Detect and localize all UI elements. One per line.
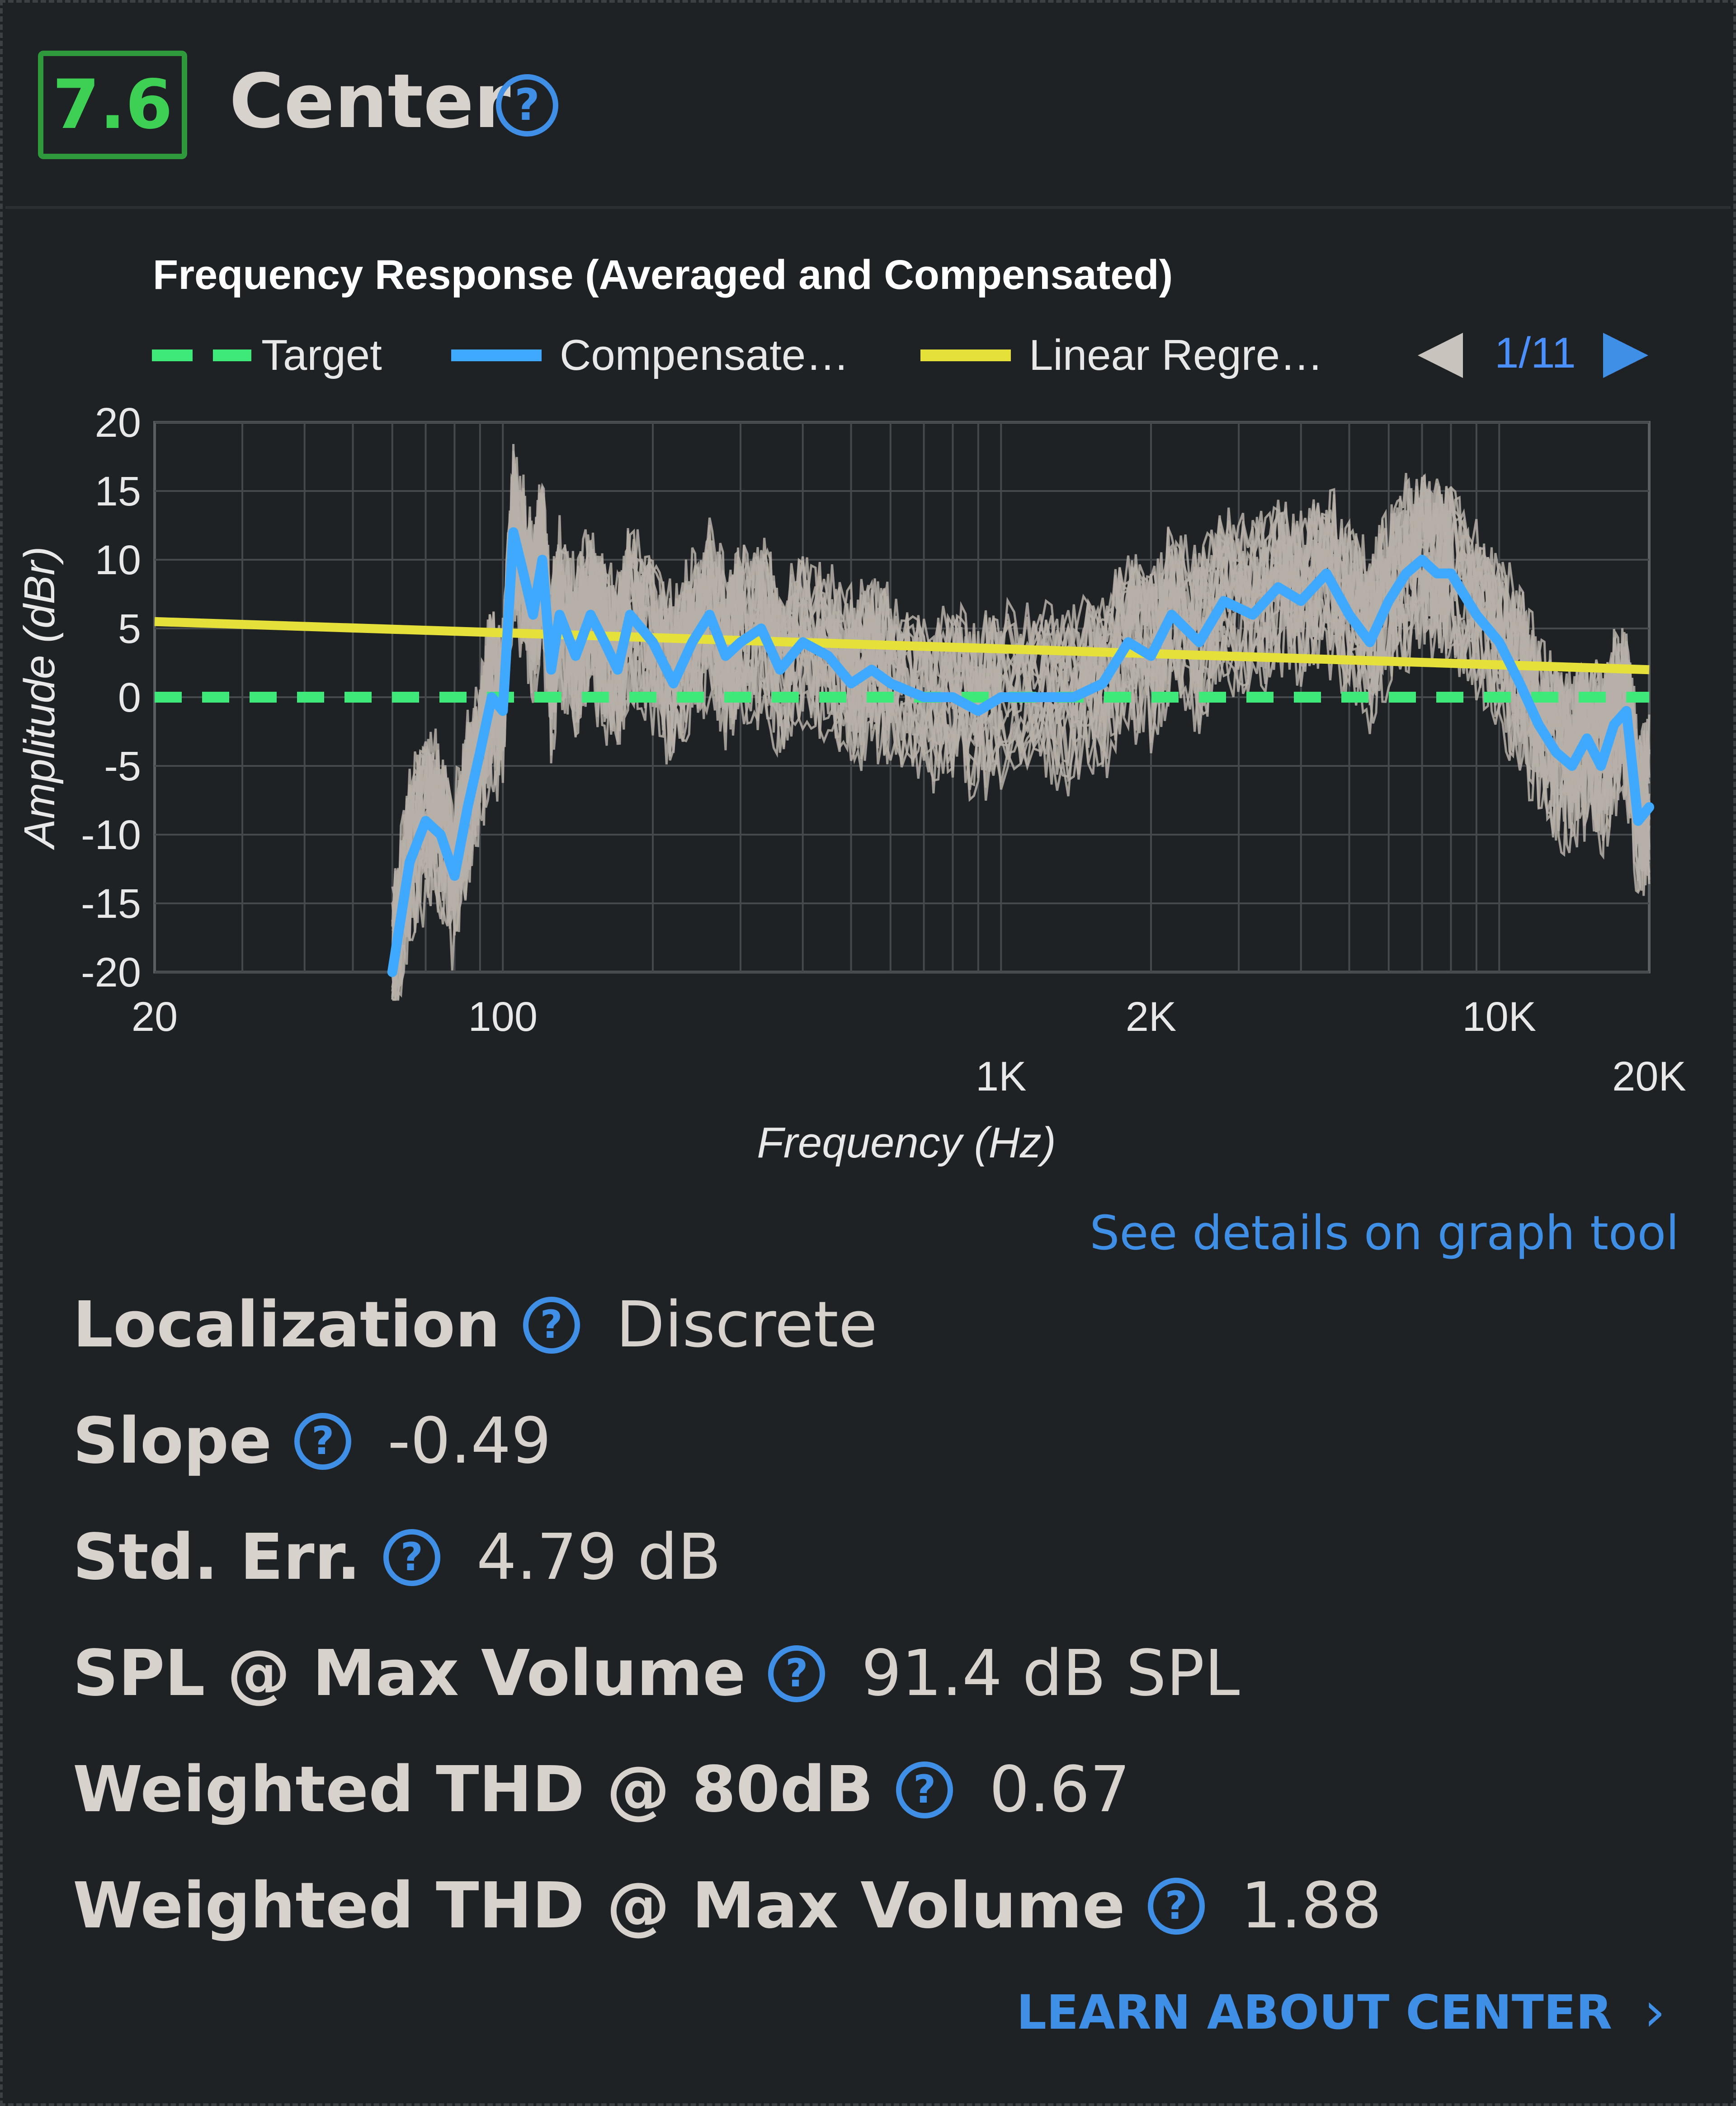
metric-label: Weighted THD @ Max Volume [73, 1869, 1125, 1943]
metric-localization: Localization ? Discrete [73, 1284, 877, 1366]
x-tick-label: 20K [1612, 1053, 1686, 1100]
card-header: 7.6 Center ? [5, 5, 1731, 209]
legend-target[interactable]: Target [261, 331, 382, 379]
y-tick-label: -10 [81, 812, 141, 858]
legend-compensated-swatch [451, 349, 542, 361]
score-badge: 7.6 [38, 51, 187, 159]
metric-value: 4.79 dB [476, 1520, 721, 1594]
help-icon[interactable]: ? [1147, 1878, 1205, 1935]
learn-about-center-link[interactable]: LEARN ABOUT CENTER › [1017, 1981, 1665, 2044]
x-tick-label: 100 [468, 994, 538, 1040]
y-tick-label: -5 [104, 743, 141, 789]
metric-thd-80db: Weighted THD @ 80dB ? 0.67 [73, 1749, 1130, 1831]
compensated-line [387, 527, 1654, 977]
x-tick-label: 1K [976, 1053, 1027, 1100]
graph-tool-link[interactable]: See details on graph tool [1090, 1205, 1679, 1261]
help-icon[interactable]: ? [896, 1761, 953, 1818]
metric-label: SPL @ Max Volume [73, 1637, 746, 1710]
metric-label: Localization [73, 1288, 500, 1362]
help-icon[interactable]: ? [768, 1645, 826, 1702]
metric-label: Std. Err. [73, 1520, 361, 1594]
x-tick-label: 20 [132, 994, 178, 1040]
y-tick-label: 15 [95, 468, 141, 515]
chart-series [154, 527, 1654, 977]
linear-regression-line [154, 617, 1650, 675]
legend-pager: 1/11 [1495, 329, 1576, 377]
x-tick-label: 2K [1126, 994, 1177, 1040]
help-icon[interactable]: ? [523, 1297, 580, 1354]
metric-value: Discrete [616, 1288, 877, 1362]
y-tick-label: 10 [95, 537, 141, 583]
y-tick-label: -15 [81, 881, 141, 927]
legend-prev-icon[interactable] [1418, 333, 1467, 378]
legend-regression-swatch [920, 349, 1011, 361]
metric-slope: Slope ? -0.49 [73, 1401, 551, 1482]
metric-thd-max-volume: Weighted THD @ Max Volume ? 1.88 [73, 1865, 1382, 1947]
x-axis-title: Frequency (Hz) [757, 1119, 1056, 1167]
y-tick-label: -20 [81, 949, 141, 996]
x-tick-label: 10K [1462, 994, 1536, 1040]
metric-value: 1.88 [1241, 1869, 1382, 1943]
metric-label: Weighted THD @ 80dB [73, 1753, 874, 1827]
y-axis-title: Amplitude (dBr) [15, 547, 64, 850]
y-tick-label: 5 [118, 606, 141, 652]
legend-next-icon[interactable] [1603, 333, 1653, 378]
y-tick-label: 0 [118, 675, 141, 721]
chevron-right-icon: › [1644, 1981, 1665, 2044]
legend-compensated[interactable]: Compensate… [560, 331, 849, 379]
help-icon[interactable]: ? [496, 74, 558, 137]
metric-label: Slope [73, 1404, 272, 1478]
raw-measurement-line [391, 461, 1650, 958]
y-tick-label: 20 [95, 400, 141, 446]
metric-std-err: Std. Err. ? 4.79 dB [73, 1517, 721, 1598]
legend-regression[interactable]: Linear Regre… [1029, 331, 1323, 379]
help-icon[interactable]: ? [294, 1413, 352, 1470]
metric-value: 91.4 dB SPL [861, 1637, 1240, 1710]
card-title: Center [229, 58, 511, 145]
chart-title: Frequency Response (Averaged and Compens… [153, 252, 1173, 298]
metric-spl-max-volume: SPL @ Max Volume ? 91.4 dB SPL [73, 1633, 1240, 1714]
metric-value: -0.49 [387, 1404, 552, 1478]
metric-value: 0.67 [989, 1753, 1130, 1827]
legend-target-swatch [152, 349, 251, 361]
help-icon[interactable]: ? [383, 1529, 440, 1586]
learn-link-label: LEARN ABOUT CENTER [1016, 1984, 1612, 2040]
